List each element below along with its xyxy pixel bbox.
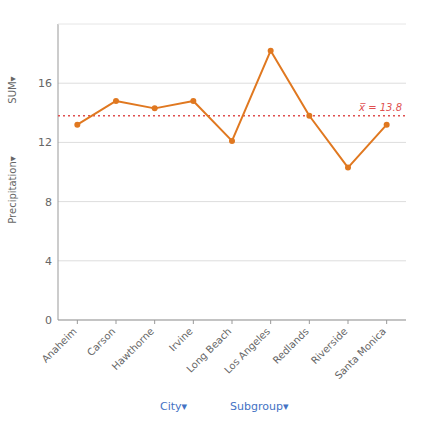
- y-tick-label: 12: [38, 136, 52, 149]
- x-tick: [154, 320, 155, 324]
- data-point: [229, 138, 235, 144]
- x-tick-label: Santa Monica: [333, 326, 389, 382]
- x-tick-label: Irvine: [167, 326, 195, 354]
- x-tick-label: Anaheim: [40, 326, 79, 365]
- y-axis-line: [58, 24, 59, 320]
- x-tick: [270, 320, 271, 324]
- x-tick-label: Los Angeles: [222, 326, 272, 376]
- x-tick: [386, 320, 387, 324]
- x-tick: [77, 320, 78, 324]
- x-axis-label: City▾: [160, 400, 188, 413]
- plot-top-line: [58, 24, 406, 25]
- data-point: [345, 165, 351, 171]
- grid-line: [58, 260, 406, 261]
- y-tick-label: 4: [45, 255, 52, 268]
- x-tick: [309, 320, 310, 324]
- data-point: [113, 98, 119, 104]
- x-tick: [116, 320, 117, 324]
- chart: 0481216AnaheimCarsonHawthorneIrvineLong …: [0, 0, 421, 421]
- grid-line: [58, 201, 406, 202]
- x-axis-label: Subgroup▾: [230, 400, 289, 413]
- y-tick-label: 16: [38, 77, 52, 90]
- data-point: [190, 98, 196, 104]
- y-axis-label: SUM▾: [7, 76, 18, 103]
- data-point: [152, 105, 158, 111]
- data-line: [77, 51, 386, 168]
- data-point: [74, 122, 80, 128]
- x-tick-label: Riverside: [309, 326, 350, 367]
- x-tick-label: Carson: [85, 326, 117, 358]
- y-tick-label: 8: [45, 196, 52, 209]
- mean-label: x̅ = 13.8: [358, 102, 402, 113]
- y-tick-label: 0: [45, 314, 52, 327]
- x-tick-label: Hawthorne: [110, 326, 156, 372]
- plot-area: [58, 48, 406, 171]
- x-tick-label: Redlands: [271, 326, 311, 366]
- mean-line: [58, 115, 406, 116]
- data-point: [384, 122, 390, 128]
- x-tick: [232, 320, 233, 324]
- y-axis-label: Precipitation▾: [7, 156, 18, 224]
- data-point: [268, 48, 274, 54]
- x-tick: [193, 320, 194, 324]
- data-point: [306, 113, 312, 119]
- x-tick: [348, 320, 349, 324]
- grid-line: [58, 83, 406, 84]
